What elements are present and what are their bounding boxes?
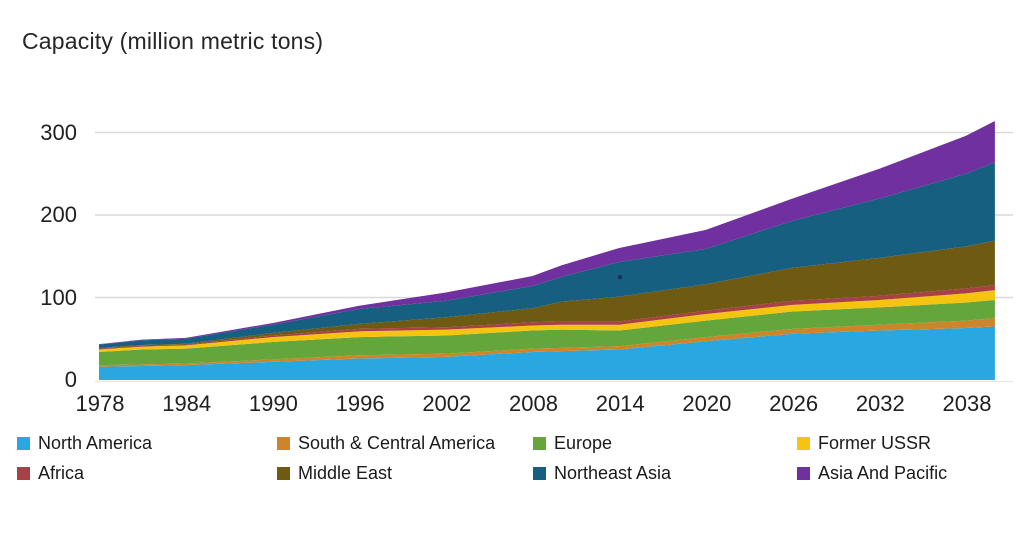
legend-label: North America (38, 432, 153, 453)
x-axis-label: 2008 (509, 391, 558, 416)
x-axis-label: 2032 (855, 391, 905, 416)
area-middle-east (99, 240, 995, 349)
area-northeast-asia (99, 162, 995, 348)
x-axis-label: 2038 (942, 391, 992, 416)
legend-item-former-ussr: Former USSR (797, 432, 931, 454)
x-axis-label: 1984 (162, 391, 212, 416)
legend-item-middle-east: Middle East (277, 462, 392, 484)
legend-label: Asia And Pacific (818, 462, 948, 483)
legend-item-europe: Europe (533, 432, 612, 454)
legend-swatch-former-ussr (797, 436, 810, 450)
area-africa (99, 285, 995, 350)
legend-label: Northeast Asia (554, 462, 672, 483)
legend-swatch-asia-and-pacific (797, 466, 810, 480)
legend-label: Europe (554, 432, 613, 453)
x-axis-label: 2026 (769, 391, 819, 416)
legend-label: Africa (38, 462, 85, 483)
legend-swatch-northeast-asia (533, 466, 546, 480)
x-axis-label: 2014 (595, 391, 645, 416)
legend-item-south-central-america: South & Central America (277, 432, 495, 454)
legend-item-northeast-asia: Northeast Asia (533, 462, 671, 484)
stray-dot (617, 274, 623, 280)
legend-label: South & Central America (298, 432, 496, 453)
x-axis-label: 1996 (335, 391, 385, 416)
x-axis-label: 1990 (248, 391, 298, 416)
x-axis-label: 2002 (422, 391, 472, 416)
legend-label: Middle East (298, 462, 393, 483)
y-axis-label: 0 (64, 367, 77, 392)
legend-label: Former USSR (818, 432, 932, 453)
y-axis-label: 100 (40, 284, 77, 310)
legend-swatch-north-america (17, 436, 30, 450)
chart-title: Capacity (million metric tons) (22, 28, 324, 54)
legend-swatch-south-central-america (277, 436, 290, 450)
y-axis-label: 300 (40, 119, 77, 145)
area-former-ussr (99, 290, 995, 352)
y-axis-label: 200 (40, 202, 77, 227)
legend-swatch-europe (533, 436, 546, 450)
legend-item-asia-and-pacific: Asia And Pacific (797, 462, 947, 484)
area-north-america (99, 326, 995, 380)
legend-item-africa: Africa (17, 462, 84, 484)
legend-swatch-middle-east (277, 466, 290, 480)
x-axis-label: 2020 (682, 391, 732, 416)
legend-swatch-africa (17, 466, 30, 480)
area-europe (99, 299, 995, 366)
legend-item-north-america: North America (17, 432, 152, 454)
x-axis-label: 1978 (75, 391, 125, 416)
